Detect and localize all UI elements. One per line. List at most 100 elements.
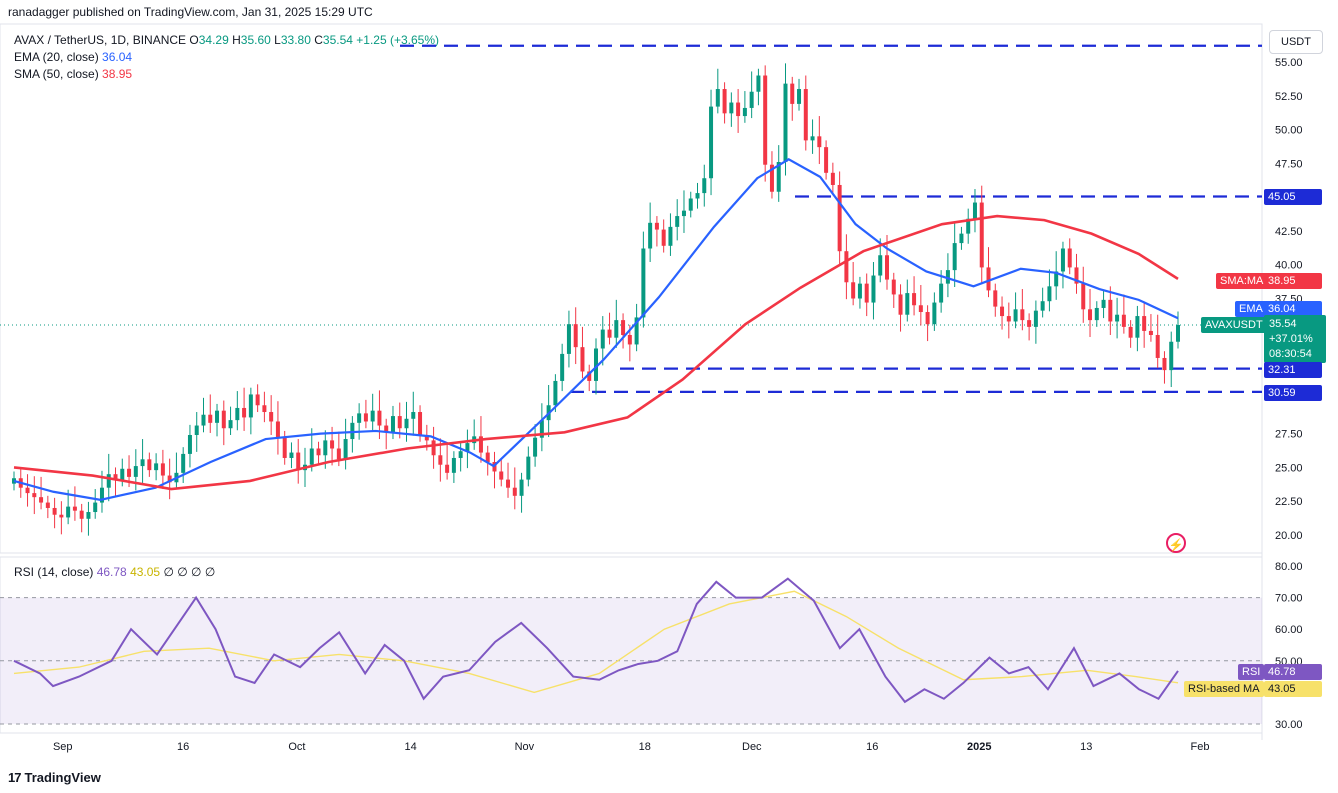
candle-body: [681, 210, 686, 217]
candle-body: [769, 164, 774, 192]
candle-body: [891, 279, 896, 295]
candle-body: [289, 452, 294, 458]
time-tick-label: 2025: [967, 741, 991, 753]
candle-body: [1128, 326, 1133, 338]
rsi-tick-label: 30.00: [1275, 719, 1303, 731]
candle-body: [756, 75, 761, 92]
candle-body: [939, 283, 944, 303]
rsi-tick-label: 60.00: [1275, 624, 1303, 636]
level-tag-3059: 30.59: [1264, 385, 1322, 401]
candle-body: [729, 102, 734, 114]
candle-body: [370, 410, 375, 422]
legend-ohlc-row[interactable]: AVAX / TetherUS, 1D, BINANCE O34.29 H35.…: [14, 32, 439, 49]
candle-body: [1148, 330, 1153, 335]
candle-body: [59, 514, 64, 518]
candle-body: [824, 147, 829, 173]
candle-body: [709, 106, 714, 179]
candle-body: [553, 380, 558, 406]
candle-body: [668, 226, 673, 246]
candle-body: [857, 283, 862, 299]
candle-body: [695, 193, 700, 199]
candle-body: [1155, 334, 1160, 358]
candle-body: [614, 320, 619, 338]
candle-body: [932, 302, 937, 325]
candle-body: [1176, 324, 1180, 342]
candle-body: [66, 506, 71, 518]
time-tick-label: Dec: [742, 741, 762, 753]
candle-body: [478, 436, 483, 453]
candle-body: [106, 474, 111, 488]
candle-body: [52, 507, 57, 515]
candle-body: [445, 464, 450, 473]
ema20-line: [13, 158, 1179, 501]
candle-body: [323, 440, 328, 456]
candle-body: [133, 466, 138, 477]
candle-body: [573, 324, 578, 348]
time-tick-label: 16: [866, 741, 878, 753]
price-tick-label: 50.00: [1275, 125, 1303, 137]
candle-body: [607, 329, 612, 338]
time-tick-label: 18: [639, 741, 651, 753]
candle-body: [1000, 306, 1005, 317]
candle-body: [458, 451, 463, 458]
candle-body: [918, 305, 923, 313]
candle-body: [208, 414, 213, 423]
legend-open: 34.29: [198, 33, 229, 47]
legend-symbol[interactable]: AVAX / TetherUS, 1D, BINANCE: [14, 33, 187, 47]
candle-body: [377, 410, 382, 426]
rsi-tag-label: RSI: [1238, 664, 1265, 680]
rsi-tick-label: 70.00: [1275, 593, 1303, 605]
ema-price-tag-value: 36.04: [1264, 301, 1322, 317]
candle-body: [1094, 307, 1099, 321]
candle-body: [45, 502, 50, 508]
flash-icon[interactable]: ⚡: [1166, 533, 1186, 553]
rsi-legend[interactable]: RSI (14, close) 46.78 43.05 ∅ ∅ ∅ ∅: [14, 565, 215, 579]
ema-price-tag-label: EMA: [1235, 301, 1267, 317]
candle-body: [397, 416, 402, 429]
candle-body: [431, 440, 436, 456]
candle-body: [160, 463, 165, 476]
candle-body: [316, 448, 321, 456]
candle-body: [1013, 309, 1018, 322]
rsi-tag-value: 46.78: [1264, 664, 1322, 680]
candle-body: [1067, 248, 1072, 268]
candle-body: [248, 394, 253, 418]
candle-body: [39, 497, 44, 503]
candle-body: [594, 348, 598, 381]
candle-body: [878, 255, 883, 276]
candle-body: [25, 487, 30, 494]
candle-body: [851, 282, 856, 299]
candle-body: [451, 457, 456, 473]
legend-ema-row[interactable]: EMA (20, close) 36.04: [14, 49, 439, 66]
candle-body: [282, 437, 287, 458]
candle-body: [167, 475, 172, 483]
time-tick-label: Nov: [515, 741, 535, 753]
legend-sma-label: SMA (50, close): [14, 67, 99, 81]
time-tick-label: 16: [177, 741, 189, 753]
candle-body: [357, 413, 362, 423]
candle-body: [330, 440, 335, 449]
sma-price-tag-label: SMA:MA: [1216, 273, 1268, 289]
rsi-legend-ma-value: 43.05: [130, 565, 161, 579]
tradingview-brand[interactable]: 17 TradingView: [8, 770, 101, 785]
candle-body: [154, 463, 159, 471]
currency-button[interactable]: USDT: [1269, 30, 1323, 54]
legend-open-label: O: [189, 33, 199, 47]
candle-body: [350, 422, 355, 440]
candle-body: [844, 251, 849, 283]
candle-body: [1135, 316, 1140, 338]
price-tick-label: 27.50: [1275, 429, 1303, 441]
candle-body: [269, 412, 274, 422]
candle-body: [810, 136, 815, 141]
time-tick-label: Oct: [288, 741, 305, 753]
candle-body: [830, 172, 835, 185]
legend-sma-row[interactable]: SMA (50, close) 38.95: [14, 66, 439, 83]
candle-body: [215, 410, 220, 423]
rsi-ma-tag-value: 43.05: [1264, 681, 1322, 697]
main-pane-border: [0, 23, 1263, 554]
candle-body: [1142, 316, 1147, 331]
candle-body: [1101, 299, 1106, 308]
candle-body: [221, 410, 226, 429]
price-tick-label: 52.50: [1275, 91, 1303, 103]
